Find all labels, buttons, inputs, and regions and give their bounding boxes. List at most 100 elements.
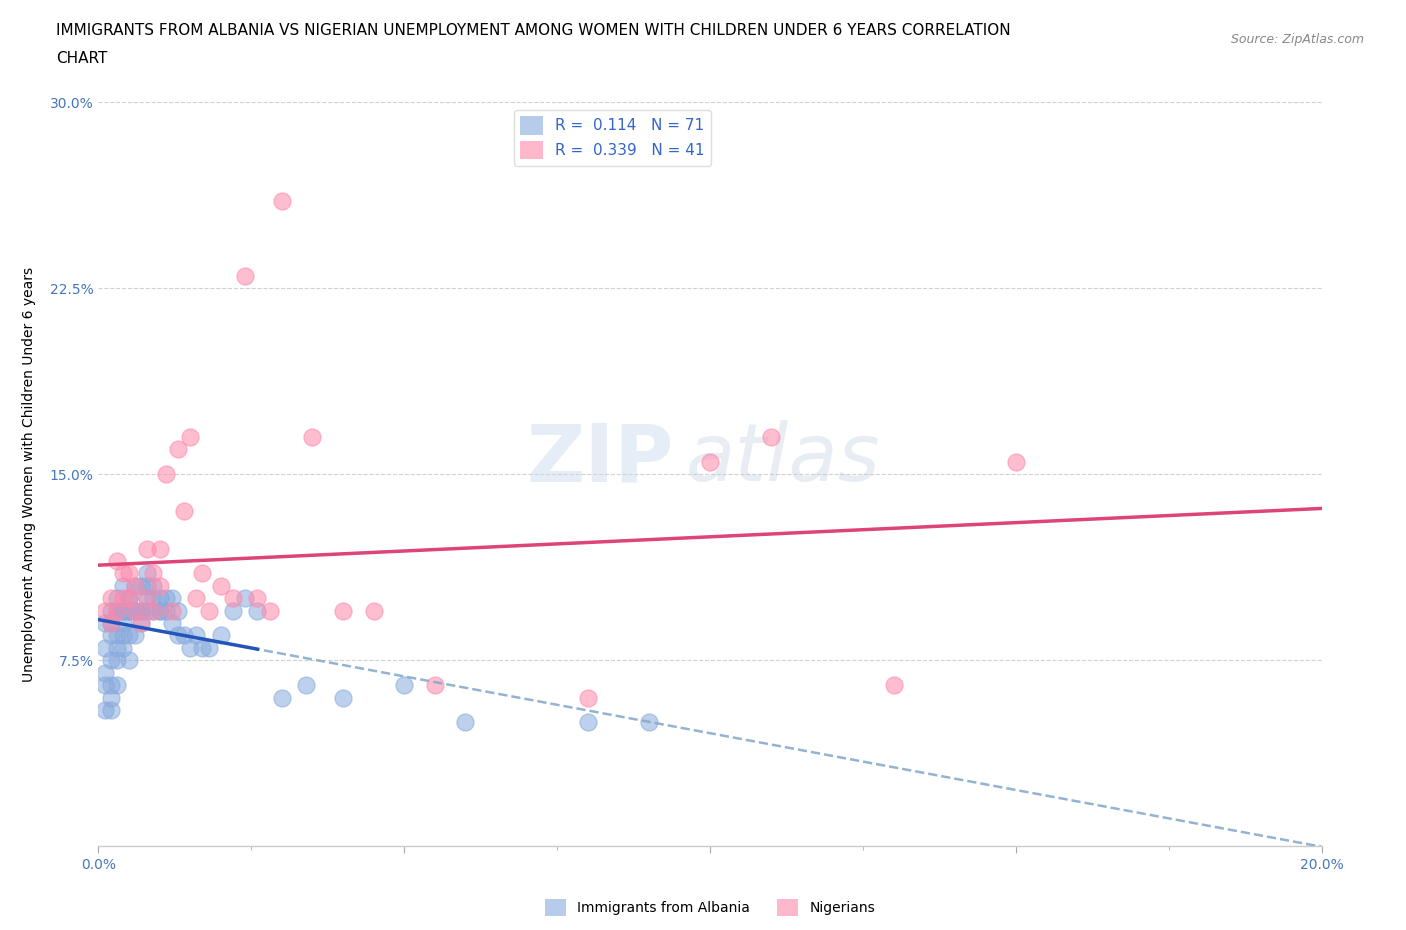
Y-axis label: Unemployment Among Women with Children Under 6 years: Unemployment Among Women with Children U… (22, 267, 35, 682)
Point (270, 690, 292, 705)
Point (111, 604, 134, 618)
Point (363, 604, 385, 618)
Point (197, 641, 219, 656)
Point (105, 641, 128, 656)
Point (100, 616, 122, 631)
Point (883, 678, 905, 693)
Point (93, 641, 115, 656)
Point (149, 604, 172, 618)
Point (111, 616, 134, 631)
Point (1004, 455, 1026, 470)
Point (136, 566, 159, 581)
Point (179, 430, 201, 445)
Point (118, 566, 141, 581)
Point (93, 616, 115, 631)
Point (124, 628, 146, 643)
Point (129, 616, 152, 631)
Point (149, 578, 172, 593)
Point (454, 715, 477, 730)
Point (124, 604, 146, 618)
Point (93, 604, 115, 618)
Point (155, 591, 177, 605)
Point (105, 553, 128, 568)
Point (233, 269, 256, 284)
Point (118, 591, 141, 605)
Point (93, 665, 115, 680)
Point (111, 578, 134, 593)
Point (105, 628, 128, 643)
Point (118, 604, 141, 618)
Point (100, 678, 122, 693)
Point (259, 604, 281, 618)
Point (160, 616, 183, 631)
Point (136, 604, 159, 618)
Point (124, 604, 146, 618)
Point (118, 591, 141, 605)
Point (209, 628, 232, 643)
Text: atlas: atlas (686, 420, 880, 498)
Text: Source: ZipAtlas.com: Source: ZipAtlas.com (1230, 33, 1364, 46)
Point (179, 641, 201, 656)
Point (118, 628, 141, 643)
Legend: Immigrants from Albania, Nigerians: Immigrants from Albania, Nigerians (540, 893, 880, 922)
Point (111, 566, 134, 581)
Point (93, 702, 115, 717)
Point (111, 628, 134, 643)
Point (149, 604, 172, 618)
Point (173, 628, 195, 643)
Text: ZIP: ZIP (526, 420, 673, 498)
Point (105, 591, 128, 605)
Point (173, 504, 195, 519)
Point (142, 604, 165, 618)
Point (576, 715, 599, 730)
Point (155, 467, 177, 482)
Point (129, 604, 152, 618)
Point (111, 604, 134, 618)
Point (100, 653, 122, 668)
Point (100, 690, 122, 705)
Point (149, 541, 172, 556)
Point (167, 442, 190, 457)
Point (167, 628, 190, 643)
Point (105, 604, 128, 618)
Point (301, 430, 323, 445)
Point (295, 678, 318, 693)
Point (136, 591, 159, 605)
Point (191, 566, 214, 581)
Point (160, 604, 183, 618)
Point (197, 604, 219, 618)
Point (186, 628, 208, 643)
Point (105, 604, 128, 618)
Text: CHART: CHART (56, 51, 108, 66)
Point (124, 578, 146, 593)
Point (118, 591, 141, 605)
Point (332, 690, 354, 705)
Point (142, 566, 165, 581)
Point (124, 578, 146, 593)
Point (129, 616, 152, 631)
Point (142, 578, 165, 593)
Point (129, 578, 152, 593)
Point (100, 604, 122, 618)
Point (332, 604, 354, 618)
Point (423, 678, 446, 693)
Point (222, 604, 245, 618)
Point (136, 591, 159, 605)
Point (191, 641, 214, 656)
Point (105, 678, 128, 693)
Point (246, 604, 269, 618)
Point (105, 653, 128, 668)
Point (129, 604, 152, 618)
Point (136, 541, 159, 556)
Point (142, 604, 165, 618)
Point (186, 591, 208, 605)
Point (392, 678, 416, 693)
Point (246, 591, 269, 605)
Point (759, 430, 782, 445)
Text: IMMIGRANTS FROM ALBANIA VS NIGERIAN UNEMPLOYMENT AMONG WOMEN WITH CHILDREN UNDER: IMMIGRANTS FROM ALBANIA VS NIGERIAN UNEM… (56, 23, 1011, 38)
Point (111, 591, 134, 605)
Point (576, 690, 599, 705)
Point (100, 591, 122, 605)
Point (124, 604, 146, 618)
Point (160, 591, 183, 605)
